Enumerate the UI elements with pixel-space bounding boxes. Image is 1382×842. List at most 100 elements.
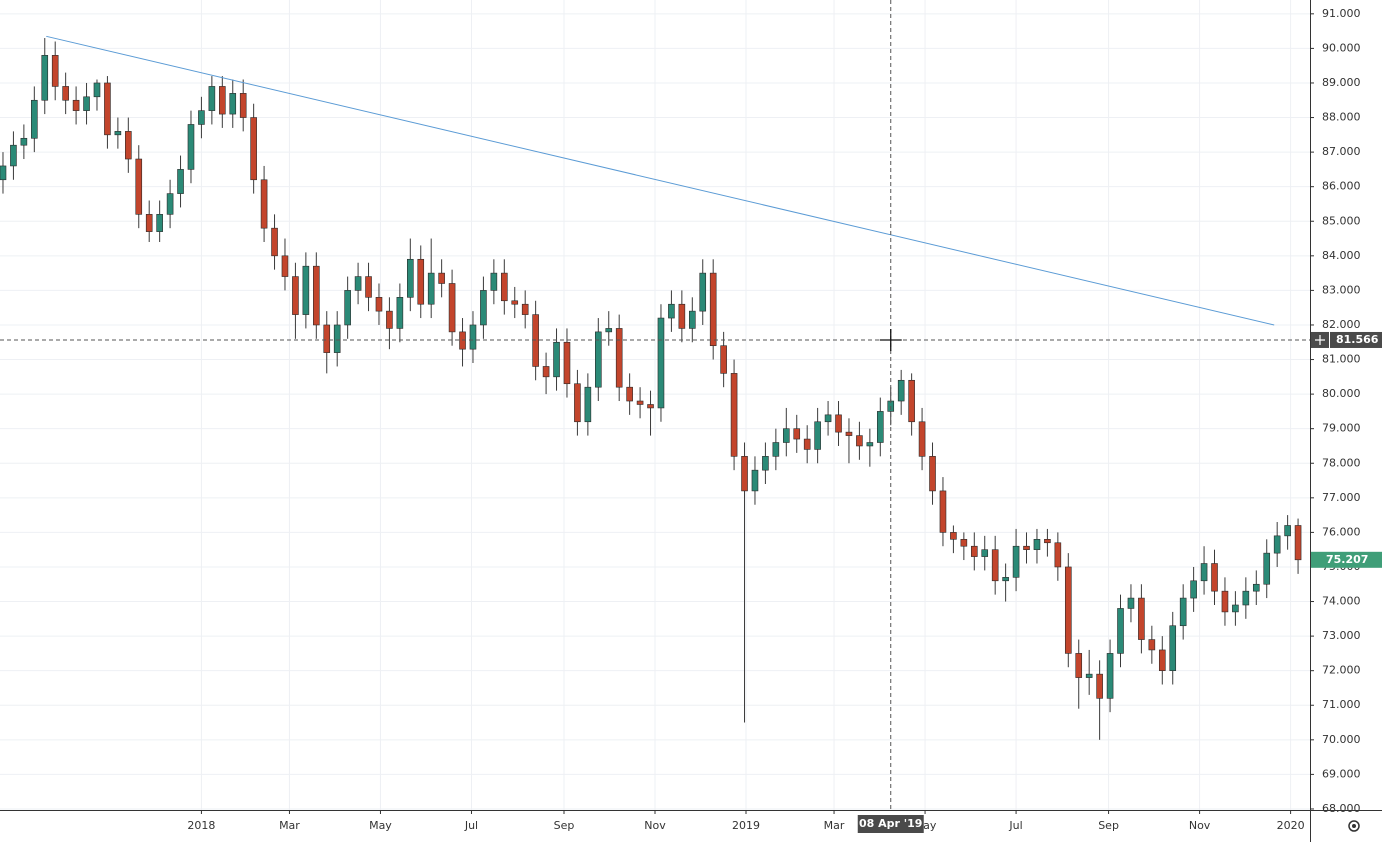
- trend-line: [46, 35, 1275, 326]
- y-tick-label: 73.000: [1322, 629, 1361, 642]
- candle-body: [960, 539, 968, 547]
- candle-body: [313, 265, 320, 326]
- candle-body: [856, 435, 863, 447]
- settings-gear: [1348, 820, 1360, 832]
- candle-body: [0, 165, 7, 181]
- candle-body: [375, 297, 383, 312]
- candle-body: [741, 456, 748, 492]
- candle-body: [219, 86, 226, 115]
- candle-body: [344, 290, 351, 326]
- candle-body: [20, 137, 28, 146]
- candle-body: [1284, 525, 1291, 537]
- candle-body: [532, 314, 539, 367]
- y-tick-label: 87.000: [1322, 145, 1361, 158]
- candle-body: [689, 310, 696, 329]
- candle-body: [1242, 590, 1250, 606]
- candle-body: [1075, 653, 1083, 678]
- candle-body: [145, 214, 153, 232]
- x-tick-label: 2020: [1277, 819, 1305, 832]
- candle-body: [281, 255, 289, 277]
- x-tick-label: 2018: [187, 819, 215, 832]
- candle-body: [1148, 639, 1156, 651]
- candle-body: [480, 290, 487, 326]
- candle-body: [1012, 545, 1020, 578]
- candle-body: [62, 86, 69, 101]
- candle-body: [396, 297, 404, 329]
- candle-body: [1200, 563, 1208, 582]
- y-tick-label: 81.000: [1322, 353, 1361, 366]
- x-tick-label: May: [369, 819, 392, 832]
- crosshair-date-label: 08 Apr '19: [859, 817, 922, 830]
- candle-body: [177, 169, 184, 194]
- crosshair-price-label: 81.566: [1336, 333, 1379, 346]
- candle-body: [991, 549, 999, 582]
- candle-body: [1221, 590, 1229, 613]
- candle-body: [125, 131, 132, 160]
- candle-body: [1002, 577, 1009, 582]
- candle-body: [1054, 542, 1062, 568]
- candle-body: [563, 341, 571, 385]
- candle-body: [1211, 563, 1218, 592]
- candle-body: [668, 303, 675, 319]
- candle-body: [490, 272, 498, 291]
- candle-body: [31, 99, 38, 139]
- candle-body: [824, 414, 832, 423]
- candle-body: [260, 179, 268, 229]
- candle-body: [615, 328, 623, 388]
- candle-body: [751, 469, 759, 492]
- y-tick-label: 91.000: [1322, 7, 1361, 20]
- overlay: [0, 0, 1310, 810]
- candle-body: [511, 300, 519, 305]
- candle-body: [1232, 604, 1239, 613]
- candle-body: [1169, 625, 1177, 671]
- y-tick-label: 74.000: [1322, 595, 1361, 608]
- y-tick-label: 79.000: [1322, 422, 1361, 435]
- candle-body: [365, 276, 372, 298]
- y-tick-label: 86.000: [1322, 180, 1361, 193]
- candle-body: [292, 276, 299, 315]
- candle-body: [386, 310, 393, 329]
- x-tick-label: Nov: [644, 819, 666, 832]
- candle-body: [782, 428, 790, 443]
- x-tick-label: Sep: [1098, 819, 1119, 832]
- y-tick-label: 83.000: [1322, 283, 1361, 296]
- candle-body: [323, 324, 331, 353]
- candle-body: [678, 303, 686, 329]
- candle-body: [553, 341, 560, 378]
- candle-body: [803, 438, 811, 450]
- candle-body: [469, 324, 477, 350]
- candle-body: [208, 86, 216, 111]
- y-tick-label: 71.000: [1322, 698, 1361, 711]
- candle-body: [1023, 545, 1030, 550]
- y-tick-label: 70.000: [1322, 733, 1361, 746]
- last-price-box: [1311, 551, 1382, 568]
- x-tick-label: Sep: [554, 819, 575, 832]
- candle-body: [156, 214, 163, 232]
- candle-body: [699, 272, 707, 312]
- candles: [0, 38, 1302, 740]
- candle-body: [772, 442, 780, 457]
- candle-body: [333, 324, 341, 353]
- y-tick-label: 82.000: [1322, 318, 1361, 331]
- candle-body: [1273, 535, 1281, 554]
- candle-body: [866, 442, 874, 447]
- x-tick-label: 2019: [732, 819, 760, 832]
- candle-body: [51, 55, 59, 87]
- settings-icon[interactable]: [1348, 820, 1360, 832]
- y-tick-label: 72.000: [1322, 664, 1361, 677]
- x-tick-label: Mar: [824, 819, 845, 832]
- candle-body: [814, 421, 821, 450]
- candle-body: [647, 404, 654, 409]
- candle-body: [1158, 649, 1166, 671]
- y-tick-label: 88.000: [1322, 111, 1361, 124]
- candle-body: [876, 411, 884, 443]
- candle-body: [762, 456, 769, 471]
- candle-body: [929, 456, 936, 492]
- candle-body: [1033, 539, 1041, 550]
- candle-body: [114, 131, 122, 136]
- candle-body: [271, 227, 278, 257]
- candle-body: [521, 303, 529, 315]
- crosshair-date-box: [857, 815, 924, 833]
